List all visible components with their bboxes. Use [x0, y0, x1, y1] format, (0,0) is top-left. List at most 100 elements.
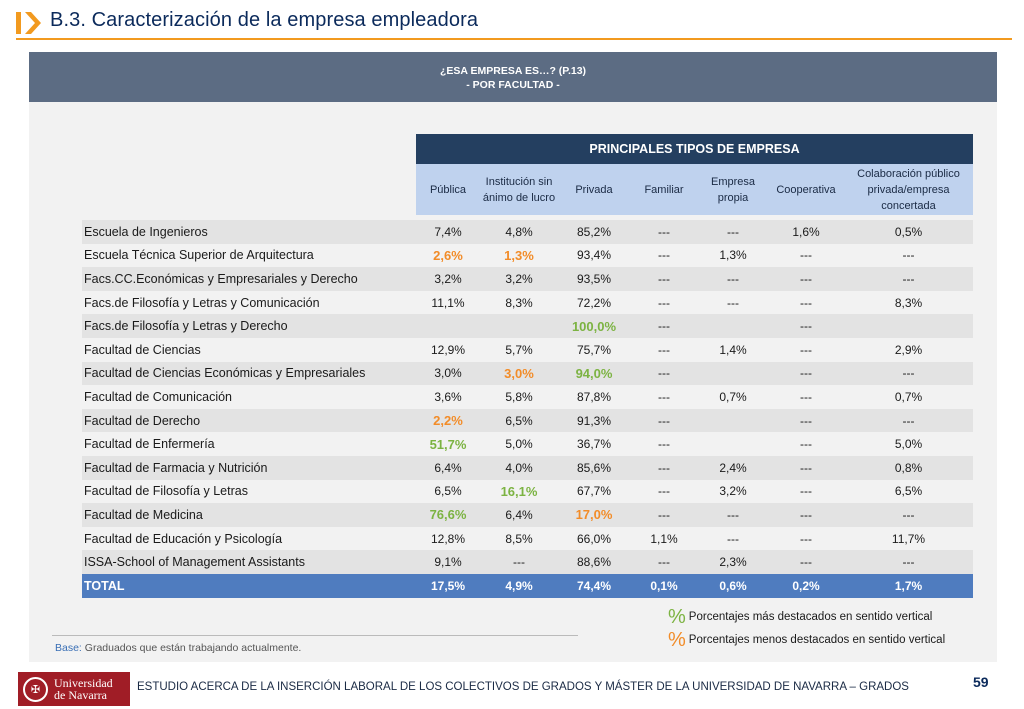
table-cell: 7,4%	[434, 224, 462, 239]
table-cell: ---	[658, 295, 670, 310]
table-row: Facs.de Filosofía y Letras y Derecho 100,…	[82, 314, 973, 338]
table-cell: ---	[902, 248, 915, 263]
table-cell: ---	[658, 413, 670, 428]
row-label: Facultad de Ciencias Económicas y Empres…	[84, 366, 366, 381]
table-group-header: PRINCIPALES TIPOS DE EMPRESA	[416, 134, 973, 164]
table-cell: 51,7%	[429, 436, 467, 452]
table-cell: 66,0%	[576, 531, 612, 546]
table-cell: ---	[658, 342, 670, 357]
row-label: Facultad de Educación y Psicología	[84, 531, 283, 546]
table-cell: ---	[658, 389, 670, 404]
page-number: 59	[973, 674, 989, 690]
column-header-publica: Pública	[429, 183, 467, 196]
total-cell: 0,2%	[792, 578, 820, 593]
table-column-headers: Pública Institución sin ánimo de lucro P…	[416, 164, 973, 215]
table-cell: ---	[902, 366, 915, 381]
table-cell: 3,0%	[434, 366, 462, 381]
table-cell: ---	[727, 271, 739, 286]
table-cell: 75,7%	[576, 342, 612, 357]
university-logo: ✠ Universidad de Navarra	[18, 672, 130, 706]
university-seal-icon: ✠	[23, 676, 48, 702]
table-cell: 1,3%	[719, 248, 747, 263]
row-label: Facs.de Filosofía y Letras y Derecho	[84, 319, 288, 334]
table-cell: 76,6%	[429, 507, 467, 523]
table-cell: 85,2%	[576, 224, 612, 239]
table-cell: ---	[800, 555, 812, 570]
table-row: Facs.CC.Económicas y Empresariales y Der…	[82, 267, 973, 291]
legend-most-highlighted: % Porcentajes más destacados en sentido …	[668, 607, 932, 627]
table-row: Facultad de Ciencias 12,9% 5,7% 75,7% --- 1,4…	[82, 338, 973, 362]
table-cell: 6,4%	[505, 507, 533, 522]
row-label: Facultad de Medicina	[84, 507, 203, 522]
table-cell: ---	[800, 389, 812, 404]
table-cell: 6,4%	[434, 460, 462, 475]
table-cell: 5,8%	[505, 389, 533, 404]
footer-text: ESTUDIO ACERCA DE LA INSERCIÓN LABORAL D…	[137, 681, 909, 693]
column-header-familiar: Familiar	[644, 183, 684, 196]
column-header-privada: Privada	[575, 183, 613, 196]
table-row: Facultad de Comunicación 3,6% 5,8% 87,8% ---…	[82, 385, 973, 409]
table-cell: 3,2%	[505, 271, 533, 286]
row-label: Facultad de Comunicación	[84, 389, 232, 404]
table-cell: 0,7%	[894, 389, 923, 404]
table-cell: 12,9%	[430, 342, 466, 357]
table-cell: 93,4%	[576, 248, 612, 263]
table-cell: 100,0%	[571, 318, 617, 334]
table-cell: 4,0%	[505, 460, 533, 475]
table-cell: 5,0%	[894, 437, 923, 452]
row-label: Facultad de Ciencias	[84, 342, 201, 357]
row-label: Facs.CC.Económicas y Empresariales y Der…	[84, 271, 358, 286]
table-cell: ---	[800, 342, 812, 357]
table-cell: ---	[658, 248, 670, 263]
table-cell: ---	[658, 437, 670, 452]
table-cell: 8,5%	[505, 531, 533, 546]
table-cell: ---	[800, 295, 812, 310]
table-cell: 3,0%	[504, 365, 534, 381]
table-row: Facultad de Filosofía y Letras 6,5% 16,1% 6…	[82, 480, 973, 504]
percent-icon-green: %	[668, 606, 686, 628]
table-cell: 85,6%	[576, 460, 612, 475]
table-cell: 12,8%	[430, 531, 466, 546]
table-cell: 87,8%	[576, 389, 612, 404]
table-cell: 17,0%	[575, 507, 613, 523]
column-header-colaboracion: Colaboración público privada/empresa con…	[857, 167, 960, 212]
table-cell: ---	[902, 555, 915, 570]
table-cell: ---	[800, 437, 812, 452]
table-cell: 1,3%	[504, 247, 534, 263]
table-cell: 2,2%	[433, 413, 463, 429]
table-cell: 8,3%	[894, 295, 923, 310]
table-cell: 8,3%	[505, 295, 533, 310]
table-cell: 2,3%	[719, 555, 747, 570]
table-row: Facs.de Filosofía y Letras y Comunicació…	[82, 291, 973, 315]
legend-lo-label: Porcentajes menos destacados en sentido …	[688, 634, 946, 646]
table-cell: ---	[727, 531, 739, 546]
chevron-right-icon	[16, 12, 41, 34]
table-cell: 1,6%	[792, 224, 820, 239]
table-cell: 88,6%	[576, 555, 612, 570]
table-cell: 0,5%	[894, 224, 923, 239]
logo-line-2: de Navarra	[54, 688, 107, 702]
table-cell: 94,0%	[575, 365, 613, 381]
table-cell: ---	[658, 484, 670, 499]
logo-line-1: Universidad	[54, 676, 113, 690]
base-text: Graduados que están trabajando actualmen…	[81, 642, 302, 654]
table-cell: ---	[800, 531, 812, 546]
table-row-total: TOTAL 17,5% 4,9% 74,4% 0,1% 0,6% 0,2% 1,7%	[82, 573, 973, 598]
table-cell: 1,4%	[719, 342, 747, 357]
table-row: Escuela Técnica Superior de Arquitectura…	[82, 244, 973, 268]
table-cell: 0,8%	[894, 460, 923, 475]
total-cell: 4,9%	[505, 578, 533, 593]
table-cell: ---	[727, 507, 739, 522]
column-header-cooperativa: Cooperativa	[776, 183, 836, 196]
question-banner: ¿ESA EMPRESA ES…? (P.13) - POR FACULTAD …	[29, 52, 997, 102]
table-cell: 4,8%	[505, 224, 533, 239]
row-label: Escuela de Ingenieros	[84, 224, 208, 239]
total-cell: 17,5%	[430, 578, 466, 593]
table-row: Facultad de Farmacia y Nutrición 6,4% 4,0%…	[82, 455, 973, 480]
table-cell: 6,5%	[505, 413, 533, 428]
table-cell: 5,0%	[505, 437, 533, 452]
table-cell: ---	[800, 413, 812, 428]
table-cell: 11,1%	[431, 295, 465, 310]
row-label: Facs.de Filosofía y Letras y Comunicació…	[84, 295, 320, 310]
table-cell: 2,6%	[433, 247, 463, 263]
